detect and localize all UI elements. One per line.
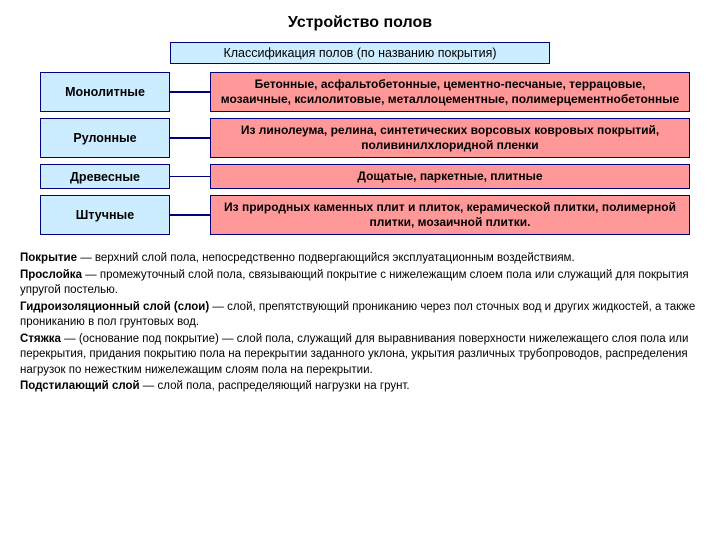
description-cell: Бетонные, асфальтобетонные, цементно-пес… [210, 72, 690, 112]
term: Стяжка [20, 333, 61, 345]
category-cell: Монолитные [40, 72, 170, 112]
definition-line: Подстилающий слой — слой пола, распредел… [20, 379, 700, 395]
category-cell: Штучные [40, 195, 170, 235]
page-title: Устройство полов [20, 14, 700, 32]
category-cell: Древесные [40, 164, 170, 189]
connector [170, 118, 210, 158]
connector [170, 72, 210, 112]
definition-line: Покрытие — верхний слой пола, непосредст… [20, 251, 700, 267]
description-cell: Дощатые, паркетные, плитные [210, 164, 690, 189]
term-text: — (основание под покрытие) — слой пола, … [20, 333, 688, 376]
class-row: Древесные Дощатые, паркетные, плитные [20, 164, 700, 189]
term: Подстилающий слой [20, 380, 140, 392]
term: Гидроизоляционный слой (слои) [20, 301, 209, 313]
subtitle-box: Классификация полов (по названию покрыти… [170, 42, 550, 64]
class-row: Штучные Из природных каменных плит и пли… [20, 195, 700, 235]
category-cell: Рулонные [40, 118, 170, 158]
definition-line: Стяжка — (основание под покрытие) — слой… [20, 332, 700, 379]
definitions-block: Покрытие — верхний слой пола, непосредст… [20, 251, 700, 395]
connector [170, 195, 210, 235]
term: Прослойка [20, 269, 82, 281]
connector [170, 164, 210, 189]
term-text: — верхний слой пола, непосредственно под… [77, 252, 575, 264]
description-cell: Из природных каменных плит и плиток, кер… [210, 195, 690, 235]
term-text: — промежуточный слой пола, связывающий п… [20, 269, 689, 297]
definition-line: Гидроизоляционный слой (слои) — слой, пр… [20, 300, 700, 331]
definition-line: Прослойка — промежуточный слой пола, свя… [20, 268, 700, 299]
description-cell: Из линолеума, релина, синтетических ворс… [210, 118, 690, 158]
term-text: — слой пола, распределяющий нагрузки на … [140, 380, 410, 392]
class-row: Рулонные Из линолеума, релина, синтетиче… [20, 118, 700, 158]
class-row: Монолитные Бетонные, асфальтобетонные, ц… [20, 72, 700, 112]
term: Покрытие [20, 252, 77, 264]
